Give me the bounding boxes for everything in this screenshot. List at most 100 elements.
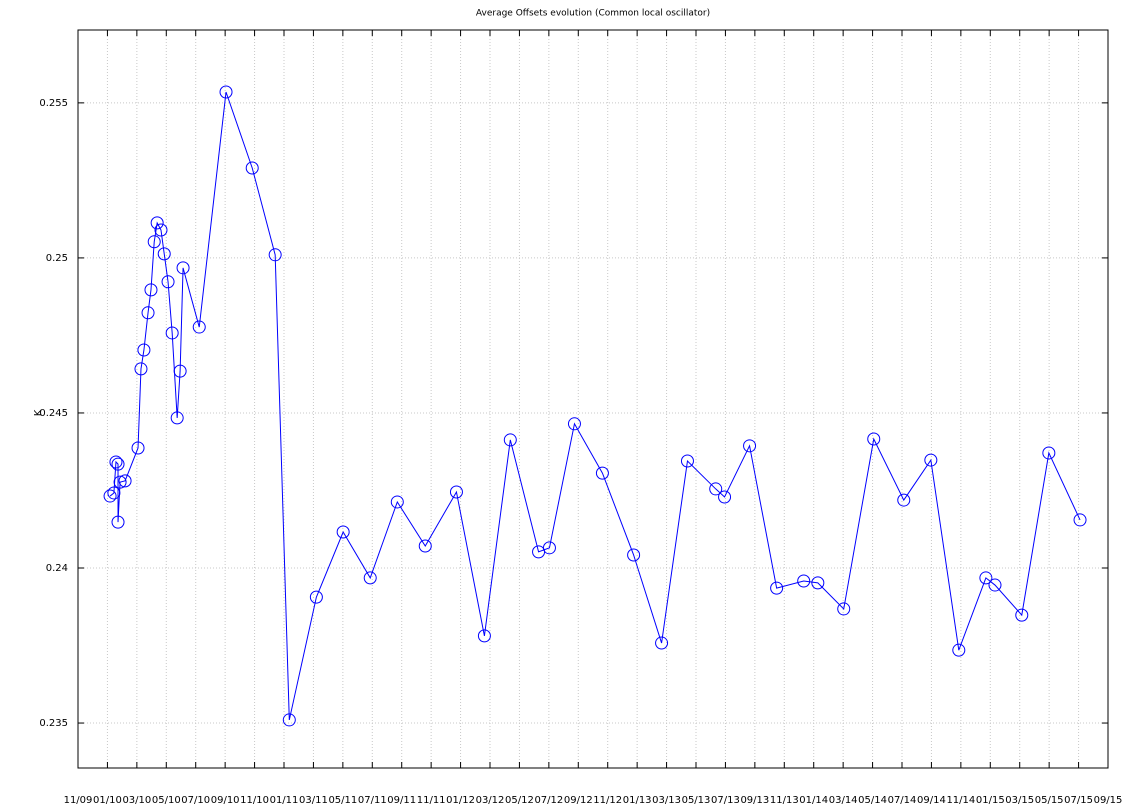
data-point — [268, 248, 282, 262]
data-point — [567, 417, 581, 431]
x-tick-label: 07/11 — [358, 795, 387, 806]
data-line — [109, 91, 1081, 721]
x-tick-label: 05/11 — [328, 795, 357, 806]
data-point — [113, 475, 127, 489]
data-point — [170, 411, 184, 425]
x-tick-label: 07/14 — [888, 795, 917, 806]
x-tick-label: 01/11 — [270, 795, 299, 806]
data-point — [797, 574, 811, 588]
data-point — [680, 454, 694, 468]
data-point — [1042, 446, 1056, 460]
x-tick-label: 07/10 — [181, 795, 210, 806]
y-tick-label: 0.25 — [46, 253, 68, 264]
data-point — [131, 441, 145, 455]
x-tick-label: 03/13 — [652, 795, 681, 806]
data-point — [477, 629, 491, 643]
x-tick-label: 05/10 — [152, 795, 181, 806]
y-tick-label: 0.235 — [39, 718, 68, 729]
data-point — [144, 283, 158, 297]
x-tick-label: 05/15 — [1035, 795, 1064, 806]
data-point — [103, 489, 117, 503]
x-tick-label: 09/15 — [1094, 795, 1123, 806]
data-point — [363, 571, 377, 585]
x-tick-label: 07/15 — [1064, 795, 1093, 806]
x-tick-label: 07/13 — [711, 795, 740, 806]
data-point — [924, 453, 938, 467]
x-tick-label: 03/14 — [829, 795, 858, 806]
x-tick-label: 05/13 — [682, 795, 711, 806]
x-tick-label: 01/12 — [446, 795, 475, 806]
data-point — [336, 525, 350, 539]
x-tick-label: 01/15 — [976, 795, 1005, 806]
data-point — [165, 326, 179, 340]
data-point — [173, 364, 187, 378]
data-point — [1015, 608, 1029, 622]
data-point — [718, 490, 732, 504]
x-tick-label: 03/11 — [299, 795, 328, 806]
x-tick-label: 11/11 — [417, 795, 446, 806]
y-tick-label: 0.255 — [39, 98, 68, 109]
x-tick-label: 11/09 — [64, 795, 93, 806]
data-point — [219, 85, 233, 99]
x-tick-label: 03/12 — [476, 795, 505, 806]
x-tick-label: 01/13 — [623, 795, 652, 806]
x-tick-label: 09/11 — [387, 795, 416, 806]
data-point — [134, 362, 148, 376]
data-point — [837, 602, 851, 616]
data-point — [979, 571, 993, 585]
data-point — [109, 455, 123, 469]
y-tick-label: 0.245 — [39, 408, 68, 419]
data-point — [811, 576, 825, 590]
data-point — [107, 486, 121, 500]
x-tick-label: 11/10 — [240, 795, 269, 806]
x-tick-label: 01/10 — [93, 795, 122, 806]
data-point — [161, 275, 175, 289]
x-tick-label: 01/14 — [799, 795, 828, 806]
x-tick-label: 11/12 — [593, 795, 622, 806]
x-tick-label: 09/10 — [211, 795, 240, 806]
x-tick-label: 11/13 — [770, 795, 799, 806]
data-point — [150, 216, 164, 230]
data-point — [176, 261, 190, 275]
x-tick-label: 09/13 — [740, 795, 769, 806]
data-point — [503, 433, 517, 447]
data-point — [245, 161, 259, 175]
x-tick-label: 09/14 — [917, 795, 946, 806]
chart-title: Average Offsets evolution (Common local … — [476, 9, 710, 19]
data-point — [709, 482, 723, 496]
plot-frame — [77, 29, 1109, 769]
y-axis-label: K — [33, 409, 44, 416]
data-point — [390, 495, 404, 509]
x-tick-label: 11/14 — [946, 795, 975, 806]
data-point — [147, 235, 161, 249]
data-point — [141, 306, 155, 320]
data-point — [867, 432, 881, 446]
data-point — [627, 548, 641, 562]
data-point — [897, 493, 911, 507]
data-point — [449, 485, 463, 499]
data-point — [111, 515, 125, 529]
data-point — [192, 320, 206, 334]
x-tick-label: 03/15 — [1005, 795, 1034, 806]
data-point — [1073, 513, 1087, 527]
data-point — [418, 539, 432, 553]
x-tick-label: 09/12 — [564, 795, 593, 806]
x-tick-label: 03/10 — [122, 795, 151, 806]
data-point — [988, 578, 1002, 592]
data-point — [542, 541, 556, 555]
data-point — [157, 247, 171, 261]
data-point — [655, 636, 669, 650]
x-tick-label: 05/14 — [858, 795, 887, 806]
data-point — [595, 466, 609, 480]
data-point — [137, 343, 151, 357]
data-point — [118, 474, 132, 488]
data-point — [952, 643, 966, 657]
data-point — [743, 439, 757, 453]
data-point — [111, 457, 125, 471]
y-tick-label: 0.24 — [46, 563, 68, 574]
data-point — [282, 713, 296, 727]
x-tick-label: 05/12 — [505, 795, 534, 806]
x-tick-label: 07/12 — [534, 795, 563, 806]
